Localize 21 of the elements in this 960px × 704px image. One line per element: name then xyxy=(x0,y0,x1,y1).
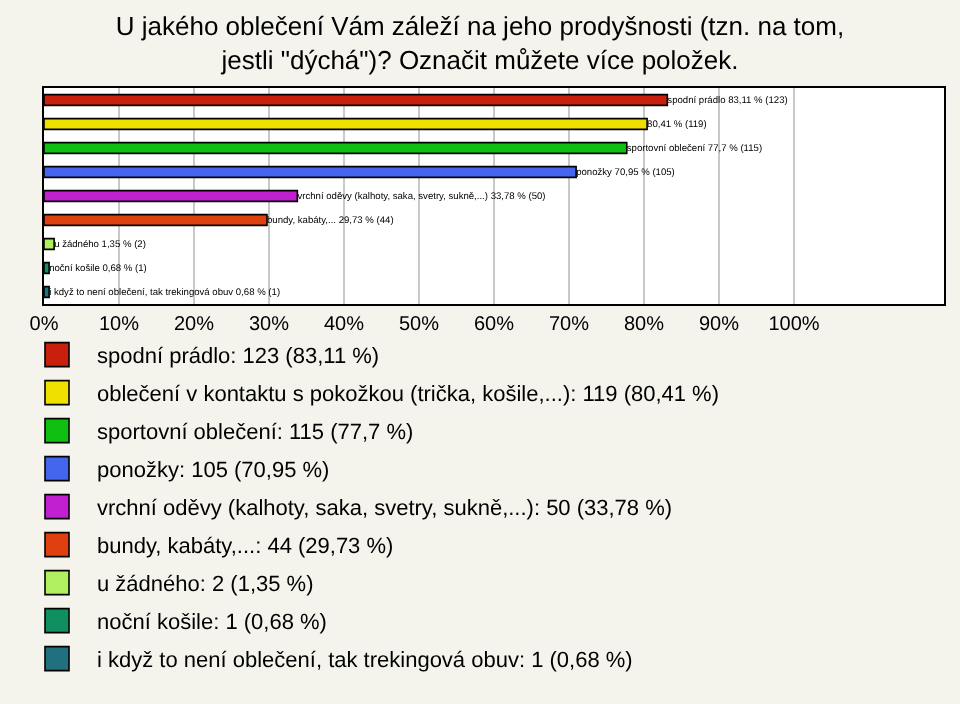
x-tick-label: 10% xyxy=(98,314,140,336)
x-tick-label: 70% xyxy=(548,314,590,336)
legend-label: u žádného: 2 (1,35 %) xyxy=(97,573,314,598)
x-tick-label: 90% xyxy=(698,314,740,336)
legend-label: noční košile: 1 (0,68 %) xyxy=(97,611,327,636)
legend-label: spodní prádlo: 123 (83,11 %) xyxy=(97,345,380,370)
x-tick-label: 80% xyxy=(623,314,665,336)
legend-label: oblečení v kontaktu s pokožkou (trička, košile,...): 119 (80,41 %) xyxy=(97,383,720,408)
chart-title: U jakého oblečení Vám záleží na jeho prodyšnosti (tzn. na tom, jestli "dýchá")? Označit můžete více položek. xyxy=(115,11,845,75)
x-tick-label: 20% xyxy=(173,314,215,336)
x-tick-label: 0% xyxy=(29,314,59,336)
x-tick-label: 30% xyxy=(248,314,290,336)
legend-label: ponožky: 105 (70,95 %) xyxy=(97,459,330,484)
x-tick-label: 60% xyxy=(473,314,515,336)
legend-label: sportovní oblečení: 115 (77,7 %) xyxy=(97,421,414,446)
x-tick-label: 40% xyxy=(323,314,365,336)
x-tick-label: 100% xyxy=(768,314,820,336)
x-tick-label: 50% xyxy=(398,314,440,336)
legend-label: bundy, kabáty,...: 44 (29,73 %) xyxy=(97,535,394,560)
legend-label: vrchní oděvy (kalhoty, saka, svetry, sukně,...): 50 (33,78 %) xyxy=(97,497,673,522)
legend-label: i když to není oblečení, tak trekingová obuv: 1 (0,68 %) xyxy=(97,649,633,674)
